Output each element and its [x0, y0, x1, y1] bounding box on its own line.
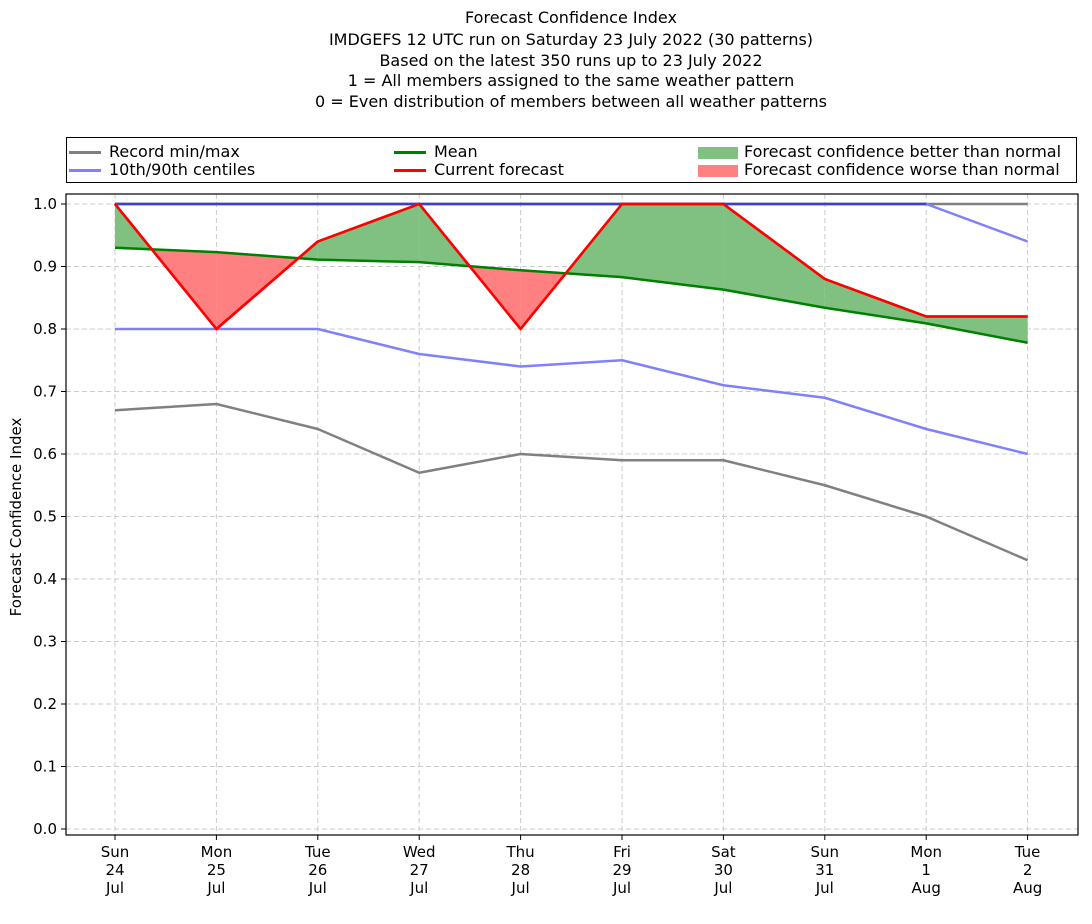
y-tick-label: 0.5	[33, 508, 57, 526]
x-tick-label: Jul	[713, 879, 732, 897]
legend-swatch-better	[698, 146, 738, 159]
y-tick-label: 0.7	[33, 383, 57, 401]
x-tick-label: 28	[511, 861, 530, 879]
fill-better-than-normal	[824, 279, 927, 324]
x-tick-label: 26	[308, 861, 327, 879]
legend-swatch-centiles	[69, 169, 101, 172]
x-tick-label: Jul	[409, 879, 428, 897]
fill-better-than-normal	[317, 204, 420, 263]
x-tick-label: Sun	[101, 843, 130, 861]
x-tick-label: Tue	[1014, 843, 1041, 861]
x-tick-label: Sat	[711, 843, 736, 861]
series-line-p10	[115, 327, 1028, 456]
y-tick-label: 0.6	[33, 445, 57, 463]
y-tick-label: 0.2	[33, 695, 57, 713]
x-tick-label: Jul	[815, 879, 834, 897]
legend-label-centiles: 10th/90th centiles	[109, 160, 256, 179]
chart-subtitle-basis: Based on the latest 350 runs up to 23 Ju…	[379, 51, 763, 70]
chart-subtitle-run: IMDGEFS 12 UTC run on Saturday 23 July 2…	[328, 30, 814, 49]
x-tick-label: Mon	[910, 843, 942, 861]
legend-label-better: Forecast confidence better than normal	[744, 142, 1062, 161]
x-tick-label: 30	[714, 861, 733, 879]
fill-better-than-normal	[622, 204, 724, 290]
x-tick-label: 2	[1023, 861, 1033, 879]
x-tick-label: Jul	[105, 879, 124, 897]
x-tick-label: Thu	[506, 843, 535, 861]
legend-item-current: Current forecast	[394, 161, 564, 179]
x-tick-label: Jul	[206, 879, 225, 897]
y-tick-label: 0.9	[33, 258, 57, 276]
legend-swatch-mean	[394, 151, 426, 154]
x-tick-label: Wed	[403, 843, 436, 861]
legend-item-centiles: 10th/90th centiles	[69, 161, 255, 179]
fill-better-than-normal	[926, 316, 1028, 343]
legend-item-mean: Mean	[394, 143, 478, 161]
x-tick-label: Aug	[1013, 879, 1042, 897]
x-tick-label: 1	[921, 861, 931, 879]
x-tick-label: Mon	[201, 843, 233, 861]
x-tick-label: Fri	[613, 843, 631, 861]
legend-item-worse: Forecast confidence worse than normal	[698, 161, 1060, 179]
y-tick-label: 0.4	[33, 570, 57, 588]
x-tick-label: 29	[612, 861, 631, 879]
series-line-current-top	[114, 202, 1028, 331]
series-line-p90	[115, 202, 1029, 243]
series-line-mean	[114, 246, 1028, 344]
legend: Record min/max 10th/90th centiles Mean C…	[66, 137, 1077, 183]
legend-swatch-current	[394, 169, 426, 172]
y-tick-label: 0.8	[33, 320, 57, 338]
y-tick-label: 0.3	[33, 633, 57, 651]
plot-frame	[65, 193, 1079, 836]
chart-title: Forecast Confidence Index	[465, 8, 677, 27]
x-tick-label: 31	[815, 861, 834, 879]
y-tick-label: 0.1	[33, 758, 57, 776]
legend-label-record: Record min/max	[109, 142, 240, 161]
legend-item-better: Forecast confidence better than normal	[698, 143, 1061, 161]
y-tick-label: 1.0	[33, 195, 57, 213]
legend-label-current: Current forecast	[434, 160, 564, 179]
x-tick-label: Jul	[308, 879, 327, 897]
series-line-record-min	[114, 402, 1029, 562]
x-tick-label: Sun	[811, 843, 840, 861]
legend-swatch-worse	[698, 164, 738, 177]
legend-item-record: Record min/max	[69, 143, 240, 161]
x-tick-label: 27	[410, 861, 429, 879]
y-axis-label: Forecast Confidence Index	[7, 418, 25, 617]
y-tick-label: 0.0	[33, 820, 57, 838]
legend-swatch-record	[69, 151, 101, 154]
x-tick-label: Tue	[304, 843, 331, 861]
line-layer	[114, 202, 1029, 562]
x-tick-label: 25	[207, 861, 226, 879]
axis-layer: 0.00.10.20.30.40.50.60.70.80.91.0Sun24Ju…	[33, 193, 1079, 897]
x-tick-label: Jul	[511, 879, 530, 897]
fill-better-than-normal	[723, 204, 825, 308]
legend-label-mean: Mean	[434, 142, 478, 161]
x-tick-label: Aug	[912, 879, 941, 897]
x-tick-label: Jul	[612, 879, 631, 897]
chart-subtitle-scale-max: 1 = All members assigned to the same wea…	[347, 71, 795, 90]
chart-subtitle-scale-min: 0 = Even distribution of members between…	[314, 92, 828, 111]
x-tick-label: 24	[105, 861, 124, 879]
legend-label-worse: Forecast confidence worse than normal	[744, 160, 1060, 179]
